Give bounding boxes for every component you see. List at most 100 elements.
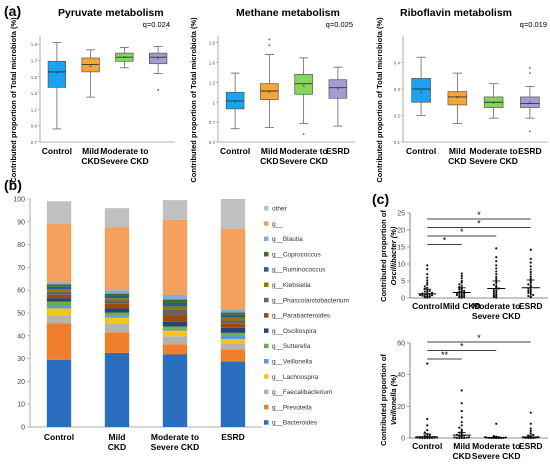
legend-label-other: other — [272, 206, 288, 213]
pyruvate-x-label-mild: Mild CKD — [81, 146, 99, 166]
oscillibacter-point-control — [423, 285, 426, 288]
osc-x-label-mild: Mild CKD — [443, 301, 481, 311]
methane-y-tick-label: 1.9 — [209, 41, 216, 46]
riboflavin-y-tick-label: 0.3 — [394, 87, 401, 92]
x-label-mild-line2: CKD — [448, 156, 466, 166]
oscillibacter-point-esrd — [529, 271, 532, 274]
oscillibacter-point-esrd — [529, 265, 532, 268]
legend-swatch-g-blautia — [264, 236, 269, 242]
veillonella-point-moderate-to-severe-ckd — [484, 436, 487, 439]
pyruvate-x-label-control: Control — [42, 146, 72, 156]
oscillibacter-y-tick-label: 0 — [401, 296, 405, 303]
bar-segment-other-esrd — [220, 199, 246, 229]
veillonella-point-mild-ckd — [460, 409, 463, 413]
oscillibacter-point-control — [423, 290, 426, 293]
bar-segment-other-control — [46, 201, 72, 225]
oscillibacter-y-ticks: 0 5 10 15 20 25 — [397, 211, 548, 303]
pyruvate-y-tick-label: 1.9 — [31, 42, 38, 47]
veillonella-significance-label: * — [460, 342, 464, 352]
oscillibacter-point-moderate-to-severe-ckd — [495, 264, 498, 267]
veillonella-point-control — [421, 436, 424, 440]
stacked-y-tick-label: 60 — [17, 288, 25, 295]
bar-segment-g-oscillospira-control — [46, 298, 72, 302]
genus-stacked-bar-chart: 0 10 20 30 40 50 60 70 80 90 100 Control Mild CKD M… — [13, 197, 349, 453]
methane-outlier-mild-ckd — [268, 38, 271, 41]
veillonella-point-mild-ckd — [460, 428, 463, 431]
methane-mean-marker-mild-ckd: × — [268, 90, 271, 96]
oscillibacter-y-label-line1: Contributed proportion of — [379, 210, 388, 302]
oscillibacter-significance-label: * — [443, 236, 447, 246]
oscillibacter-point-control — [426, 268, 429, 271]
bar-segment-g-mild-ckd — [104, 227, 130, 291]
oscillibacter-point-mild-ckd — [460, 284, 463, 287]
x-label-moderate-line2: Severe CKD — [279, 156, 328, 166]
riboflavin-x-labels: Control Mild CKD Moderate to Severe CKD ES… — [406, 146, 542, 166]
x-label-moderate-line1: Moderate to — [100, 146, 148, 156]
osc-x-label-control: Control — [412, 301, 442, 311]
riboflavin-mean-marker-moderate-to-severe-ckd: × — [492, 100, 495, 106]
panel-label-a: (a) — [4, 3, 21, 19]
stacked-y-tick-label: 80 — [17, 242, 25, 249]
bar-segment-g-blautia-esrd — [220, 309, 246, 313]
stacked-x-label-control: Control — [44, 432, 74, 442]
methane-y-tick-label: 1 — [212, 100, 215, 105]
oscillibacter-point-moderate-to-severe-ckd — [492, 292, 495, 295]
veillonella-point-mild-ckd — [458, 435, 461, 438]
pyruvate-y-tick-label: 1.7 — [31, 58, 38, 63]
oscillibacter-point-esrd — [529, 248, 532, 251]
oscillibacter-point-esrd — [529, 295, 532, 298]
oscillibacter-point-mild-ckd — [458, 294, 461, 298]
oscillibacter-point-control — [426, 276, 429, 279]
veillonella-point-mild-ckd — [460, 424, 463, 427]
methane-mean-marker-moderate-to-severe-ckd: × — [302, 84, 305, 90]
veillonella-y-tick-label: 60 — [397, 341, 405, 348]
pyruvate-title: Pyruvate metabolism — [58, 7, 164, 19]
pyruvate-mean-marker-moderate-to-severe-ckd: × — [123, 55, 126, 61]
bar-segment-g-oscillospira-esrd — [220, 327, 246, 333]
oscillibacter-point-moderate-to-severe-ckd — [495, 295, 498, 298]
oscillibacter-point-moderate-to-severe-ckd — [495, 256, 498, 259]
bar-segment-g-coprococcus-moderate-to-severe-ckd — [162, 299, 188, 303]
pyruvate-boxes: × × × × — [47, 42, 168, 130]
oscillibacter-point-esrd — [529, 273, 532, 276]
methane-box-mild-ckd — [260, 83, 279, 100]
bar-segment-g-prevotella-esrd — [220, 349, 246, 362]
oscillibacter-point-mild-ckd — [455, 293, 459, 297]
stacked-y-tick-label: 70 — [17, 265, 25, 272]
legend-swatch-g-coprococcus — [264, 251, 269, 257]
legend-swatch-g-ruminococcus — [264, 267, 269, 272]
stacked-y-tick-label: 10 — [17, 402, 25, 409]
methane-x-label-esrd: ESRD — [326, 146, 350, 156]
bar-segment-g-klebsiella-moderate-to-severe-ckd — [162, 306, 188, 310]
bar-segment-g-faecalibacterium-control — [46, 315, 72, 324]
riboflavin-y-axis-label: Contributed proportion of Total microbio… — [375, 17, 384, 183]
bar-segment-g-parabacteroides-moderate-to-severe-ckd — [162, 315, 188, 322]
bar-segment-g-sutterella-mild-ckd — [104, 312, 130, 316]
veillonella-point-moderate-to-severe-ckd — [504, 436, 507, 439]
bar-segment-g-parabacteroides-mild-ckd — [104, 303, 130, 309]
bar-segment-g-coprococcus-esrd — [220, 312, 246, 315]
stacked-x-labels: Control Mild CKD Moderate to Severe CKD ES… — [44, 432, 245, 452]
oscillibacter-point-mild-ckd — [463, 289, 466, 292]
oscillibacter-point-moderate-to-severe-ckd — [495, 275, 498, 279]
veillonella-point-mild-ckd — [460, 430, 463, 433]
veillonella-point-control — [435, 436, 438, 439]
oscillibacter-points — [418, 247, 540, 299]
oscillibacter-point-esrd — [532, 293, 535, 297]
methane-y-tick-label: 0.4 — [209, 140, 216, 145]
pyruvate-box-esrd — [149, 52, 168, 65]
pyruvate-x-label-moderate: Moderate to Severe CKD — [100, 146, 149, 166]
veillonella-point-control — [423, 431, 426, 434]
oscillibacter-point-control — [428, 289, 431, 292]
x-label-mild-line2: CKD — [453, 451, 471, 461]
bar-segment-g-ruminococcus-control — [46, 286, 72, 290]
bar-segment-g-lachnospira-mild-ckd — [104, 317, 130, 324]
legend-swatch-g-klebsiella — [264, 282, 269, 287]
bar-segment-other-mild-ckd — [104, 208, 130, 228]
oscillibacter-point-moderate-to-severe-ckd — [492, 283, 495, 286]
methane-mean-marker-control: × — [234, 100, 237, 106]
oscillibacter-point-moderate-to-severe-ckd — [495, 270, 498, 273]
veillonella-y-ticks: 0 20 40 60 — [397, 341, 548, 443]
veillonella-point-control — [415, 436, 418, 439]
oscillibacter-point-mild-ckd — [460, 274, 463, 277]
